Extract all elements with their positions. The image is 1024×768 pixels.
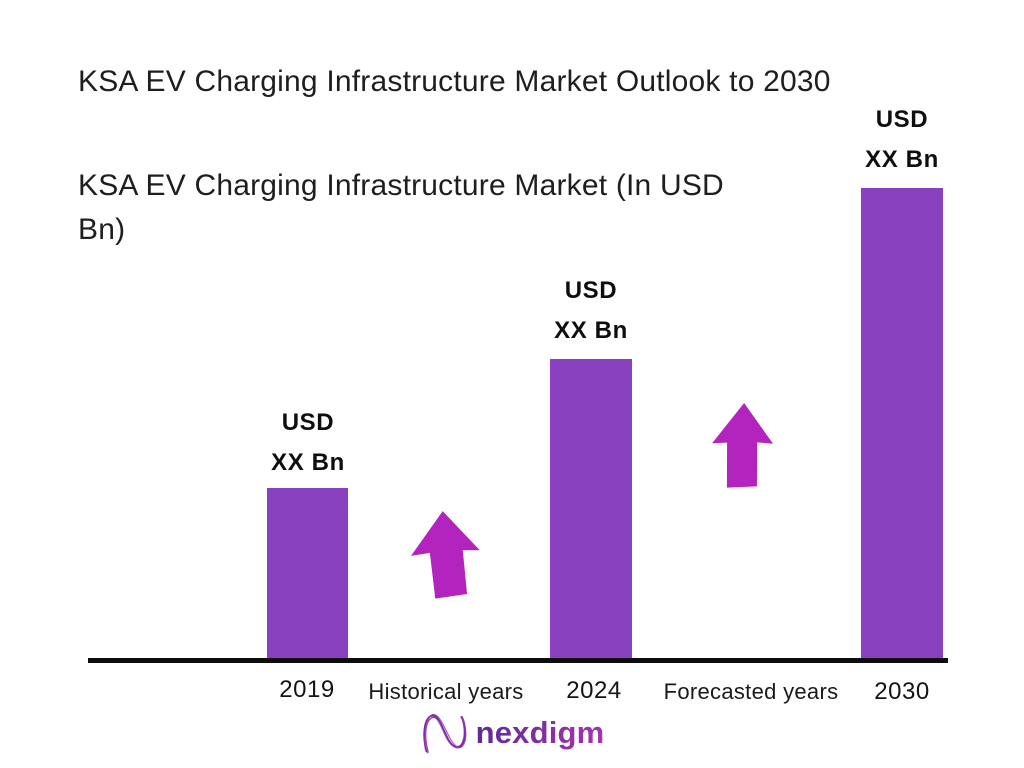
brand-footer: nexdigm xyxy=(420,708,605,758)
growth-arrow-icon xyxy=(410,511,480,599)
chart-title: KSA EV Charging Infrastructure Market Ou… xyxy=(78,65,831,98)
bar-value-line2: XX Bn xyxy=(865,146,939,173)
bar-value-line2: XX Bn xyxy=(271,449,345,476)
bar-2019 xyxy=(267,488,348,660)
bar-value-label-2030: USD XX Bn xyxy=(812,100,992,180)
growth-arrow-icon xyxy=(712,403,774,488)
x-axis-line xyxy=(88,658,948,663)
chart-subtitle: KSA EV Charging Infrastructure Market (I… xyxy=(78,169,724,246)
x-tick-2024: 2024 xyxy=(566,677,622,704)
nexdigm-logo-text: nexdigm xyxy=(475,715,605,750)
historical-years-label: Historical years xyxy=(368,679,524,704)
bar-2030 xyxy=(861,188,943,660)
bar-value-line1: USD xyxy=(281,409,335,436)
nexdigm-logo-icon xyxy=(423,713,467,754)
bar-2024 xyxy=(550,359,632,660)
x-tick-2030: 2030 xyxy=(874,678,930,705)
x-tick-2019: 2019 xyxy=(279,676,335,703)
bar-value-line1: USD xyxy=(875,106,929,133)
bar-value-line1: USD xyxy=(564,277,618,304)
bar-value-label-2024: USD XX Bn xyxy=(501,271,681,351)
bar-value-label-2019: USD XX Bn xyxy=(218,403,398,483)
forecasted-years-label: Forecasted years xyxy=(663,679,839,704)
bar-value-line2: XX Bn xyxy=(554,317,628,344)
